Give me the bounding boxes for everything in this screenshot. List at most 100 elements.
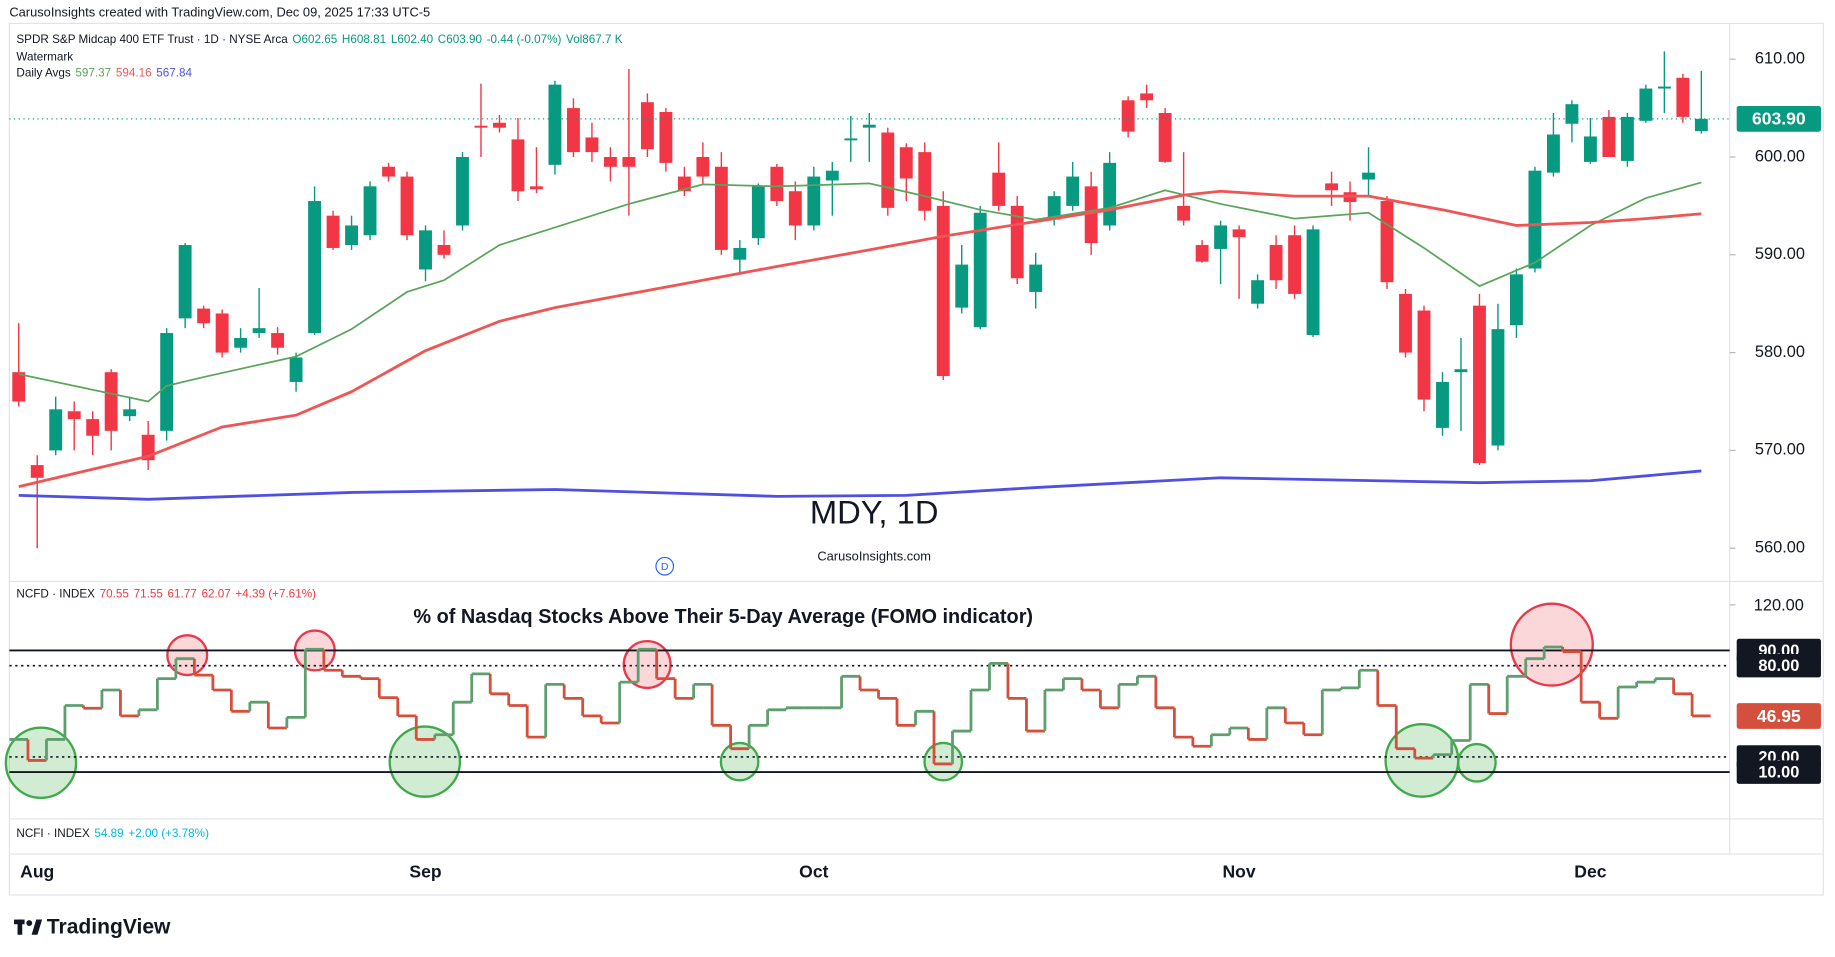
candle-body [474, 125, 488, 128]
candle-body [1140, 93, 1154, 101]
y-tick-label: 10.00 [1758, 764, 1799, 782]
ncfi-legend-item: +2.00 (+3.78%) [128, 827, 209, 840]
x-tick-label: Sep [409, 861, 441, 881]
candle-body [973, 212, 987, 328]
x-tick-label: Dec [1574, 861, 1606, 881]
candle-body [733, 247, 747, 260]
candle-body [899, 147, 913, 179]
chart-title: MDY, 1D [810, 493, 939, 530]
candle-body [1657, 86, 1671, 89]
y-tick-label: 120.00 [1754, 596, 1804, 614]
logo-text: TradingView [47, 915, 171, 938]
ncfd-legend-item: +4.39 (+7.61%) [235, 587, 316, 600]
candle-body [788, 191, 802, 226]
candle-body [1121, 100, 1135, 132]
candle-body [696, 157, 710, 177]
green-circle [923, 741, 964, 782]
candle-body [363, 186, 377, 236]
ncfi-legend-item: NCFI · INDEX [16, 827, 90, 840]
candle-body [567, 108, 580, 153]
ncfi-legend: NCFI · INDEX 54.89 +2.00 (+3.78%) [16, 827, 209, 840]
candle-body [992, 172, 1006, 206]
x-tick-label: Oct [799, 861, 828, 881]
logo-shape [26, 920, 33, 926]
candle-body [493, 122, 506, 128]
x-tick-label: Aug [20, 861, 54, 881]
candle-body [271, 333, 285, 348]
y-tick-label: 600.00 [1755, 147, 1805, 165]
candle-body [714, 166, 728, 250]
candle-body [437, 245, 451, 255]
price-legend-item: H608.81 [342, 33, 386, 46]
watermark-label: Watermark [16, 50, 73, 63]
candle-body [1084, 186, 1098, 244]
candle-body [252, 328, 266, 334]
price-legend-item: SPDR S&P Midcap 400 ETF Trust · 1D · NYS… [16, 33, 288, 46]
y-tick-label: 570.00 [1755, 441, 1805, 459]
red-circle [166, 634, 209, 677]
candle-body [1399, 293, 1412, 353]
candle-body [1269, 245, 1283, 281]
candle-body [1546, 134, 1560, 173]
candle-body [1195, 245, 1209, 262]
candle-body [1214, 225, 1228, 249]
candle-body [1565, 104, 1579, 124]
y-tick-label: 580.00 [1755, 343, 1805, 361]
dividend-marker-label[interactable]: D [661, 561, 669, 573]
chart-frame [8, 22, 1824, 896]
avgs-legend-item: Daily Avgs [16, 67, 71, 80]
candle-body [936, 205, 950, 377]
candle-body [1362, 172, 1375, 180]
candle-body [12, 372, 26, 402]
candle-body [419, 230, 432, 270]
x-tick-label: Nov [1223, 861, 1256, 881]
candle-body [1158, 112, 1172, 162]
candle-body [345, 225, 358, 246]
candle-body [49, 409, 63, 451]
ncfd-legend-item: 61.77 [168, 587, 197, 600]
candle-body [1306, 229, 1320, 335]
price-legend-item: Vol867.7 K [566, 33, 623, 46]
candle-body [955, 264, 969, 308]
y-tick-label: 560.00 [1755, 539, 1805, 557]
price-legend: SPDR S&P Midcap 400 ETF Trust · 1D · NYS… [16, 33, 622, 46]
candle-body [1491, 329, 1505, 446]
last-value-box [1736, 703, 1821, 729]
y-tick-label: 610.00 [1755, 50, 1805, 68]
dividend-marker[interactable] [655, 556, 675, 576]
green-circle [388, 725, 462, 798]
moving-average [18, 469, 1702, 501]
candle-body [1436, 381, 1449, 428]
candle-body [1066, 176, 1080, 206]
avgs-legend-item: 567.84 [156, 67, 192, 80]
candle-body [1103, 162, 1117, 226]
candle-body [400, 176, 414, 236]
candle-body [881, 132, 895, 208]
candle-body [326, 215, 340, 248]
candle-body [918, 152, 932, 211]
ncfd-legend-item: 62.07 [201, 587, 230, 600]
candle-body [1639, 88, 1653, 121]
candle-body [1454, 369, 1468, 373]
candle-body [1583, 136, 1597, 162]
candle-body [456, 157, 469, 226]
candle-body [1288, 235, 1302, 294]
price-legend-item: C603.90 [438, 33, 483, 46]
candle-body [862, 124, 876, 128]
candle-body [1232, 229, 1246, 238]
candle-body [30, 465, 44, 478]
candle-body [622, 157, 636, 167]
candle-body [1473, 305, 1486, 464]
candle-body [1694, 118, 1708, 132]
candle-body [1676, 77, 1690, 117]
indicator-title: % of Nasdaq Stocks Above Their 5-Day Ave… [413, 606, 1033, 628]
last-value-label: 46.95 [1757, 706, 1801, 726]
candle-body [1510, 274, 1523, 326]
level-label-box [1736, 653, 1821, 678]
candle-body [548, 84, 562, 165]
chart-subtitle: CarusoInsights.com [817, 548, 931, 563]
candle-body [807, 176, 821, 226]
ncfd-legend-item: NCFD · INDEX [16, 587, 95, 600]
green-circle [4, 726, 78, 800]
candle-body [289, 357, 303, 382]
